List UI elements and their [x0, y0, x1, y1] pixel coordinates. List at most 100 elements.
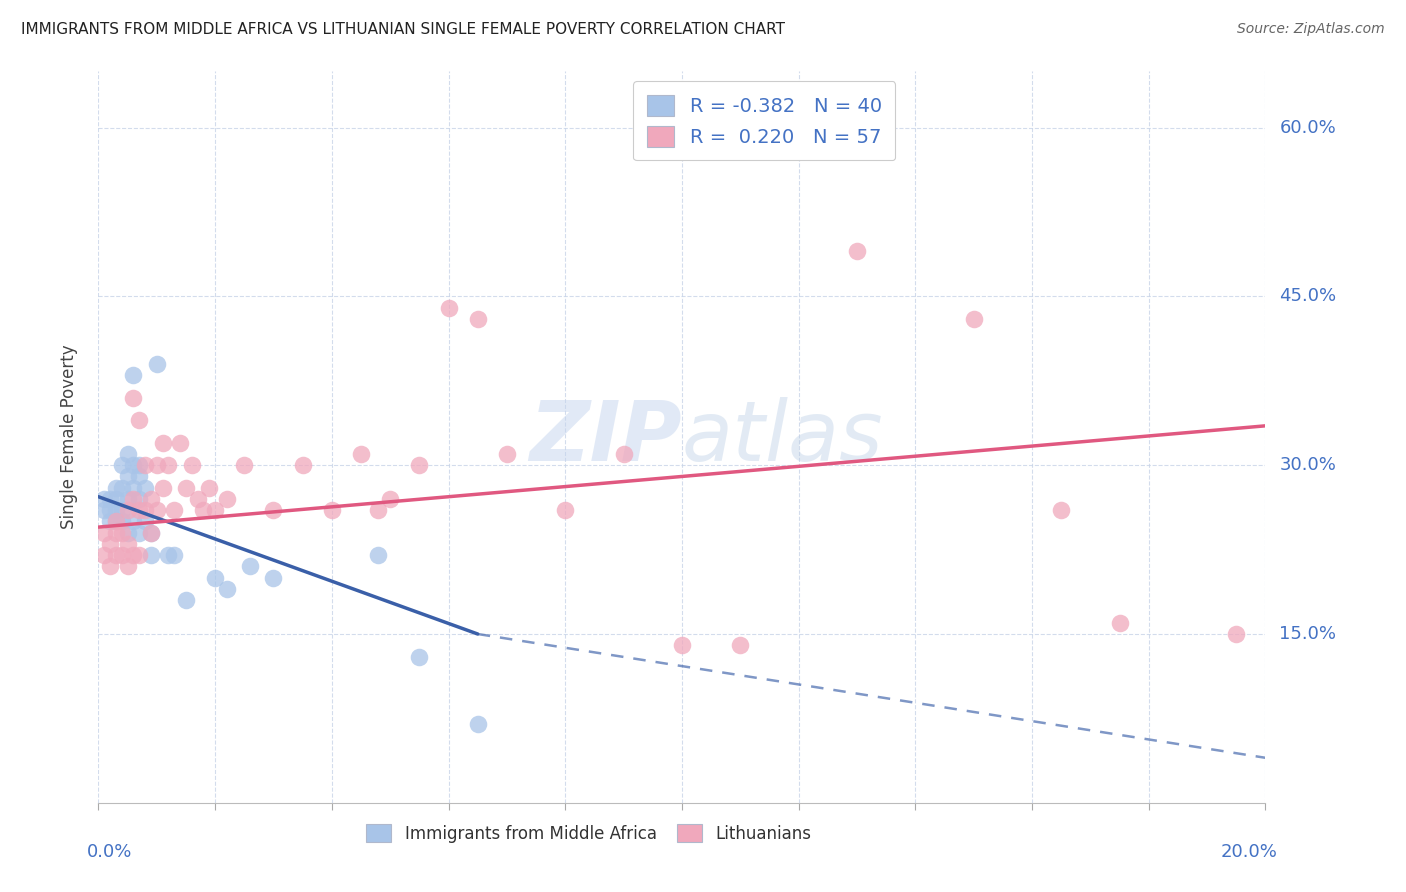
Point [152, 435, 174, 450]
Point [1108, 615, 1130, 630]
Point [117, 537, 139, 551]
Point [104, 525, 127, 540]
Text: 0.0%: 0.0% [87, 843, 132, 861]
Text: 15.0%: 15.0% [1279, 625, 1336, 643]
Point [122, 515, 145, 529]
Point [437, 301, 460, 315]
Point [134, 458, 156, 473]
Point [367, 503, 389, 517]
Point [98, 491, 121, 506]
Point [152, 481, 174, 495]
Point [134, 481, 156, 495]
Point [128, 525, 150, 540]
Point [467, 717, 489, 731]
Point [111, 458, 134, 473]
Point [139, 491, 162, 506]
Point [496, 447, 519, 461]
Text: ZIP: ZIP [529, 397, 682, 477]
Point [93, 503, 115, 517]
Point [180, 458, 202, 473]
Point [128, 413, 150, 427]
Point [146, 357, 169, 371]
Point [846, 244, 869, 259]
Point [128, 503, 150, 517]
Point [554, 503, 576, 517]
Point [122, 458, 145, 473]
Point [146, 503, 169, 517]
Point [367, 548, 389, 562]
Point [117, 525, 139, 540]
Point [198, 481, 221, 495]
Point [193, 503, 215, 517]
Point [139, 548, 162, 562]
Point [962, 312, 984, 326]
Point [291, 458, 314, 473]
Point [117, 447, 139, 461]
Point [163, 548, 186, 562]
Point [408, 649, 430, 664]
Point [467, 312, 489, 326]
Point [111, 548, 134, 562]
Legend: Immigrants from Middle Africa, Lithuanians: Immigrants from Middle Africa, Lithuania… [360, 818, 817, 849]
Point [204, 503, 226, 517]
Point [239, 559, 262, 574]
Point [321, 503, 343, 517]
Text: IMMIGRANTS FROM MIDDLE AFRICA VS LITHUANIAN SINGLE FEMALE POVERTY CORRELATION CH: IMMIGRANTS FROM MIDDLE AFRICA VS LITHUAN… [21, 22, 785, 37]
Point [104, 515, 127, 529]
Text: 30.0%: 30.0% [1279, 456, 1336, 475]
Point [163, 503, 186, 517]
Point [215, 491, 238, 506]
Point [111, 503, 134, 517]
Point [146, 458, 169, 473]
Point [1050, 503, 1073, 517]
Point [380, 491, 402, 506]
Point [671, 638, 693, 652]
Point [174, 481, 197, 495]
Point [139, 525, 162, 540]
Point [98, 559, 121, 574]
Point [233, 458, 256, 473]
Y-axis label: Single Female Poverty: Single Female Poverty [59, 345, 77, 529]
Point [93, 548, 115, 562]
Point [1225, 627, 1247, 641]
Point [139, 525, 162, 540]
Point [98, 537, 121, 551]
Text: 45.0%: 45.0% [1279, 287, 1337, 305]
Point [128, 491, 150, 506]
Point [98, 515, 121, 529]
Point [111, 525, 134, 540]
Point [128, 458, 150, 473]
Point [730, 638, 752, 652]
Point [117, 503, 139, 517]
Point [350, 447, 373, 461]
Point [117, 559, 139, 574]
Point [122, 481, 145, 495]
Point [408, 458, 430, 473]
Point [122, 391, 145, 405]
Point [187, 491, 209, 506]
Point [204, 571, 226, 585]
Point [104, 515, 127, 529]
Point [787, 98, 810, 112]
Point [117, 491, 139, 506]
Point [157, 458, 180, 473]
Text: Source: ZipAtlas.com: Source: ZipAtlas.com [1237, 22, 1385, 37]
Point [98, 503, 121, 517]
Point [174, 593, 197, 607]
Point [612, 447, 634, 461]
Point [128, 548, 150, 562]
Point [215, 582, 238, 596]
Point [104, 503, 127, 517]
Point [122, 491, 145, 506]
Text: 20.0%: 20.0% [1220, 843, 1277, 861]
Point [262, 503, 284, 517]
Point [169, 435, 191, 450]
Point [117, 469, 139, 483]
Text: atlas: atlas [682, 397, 883, 477]
Point [111, 515, 134, 529]
Point [111, 481, 134, 495]
Point [93, 491, 115, 506]
Point [104, 481, 127, 495]
Point [262, 571, 284, 585]
Point [93, 525, 115, 540]
